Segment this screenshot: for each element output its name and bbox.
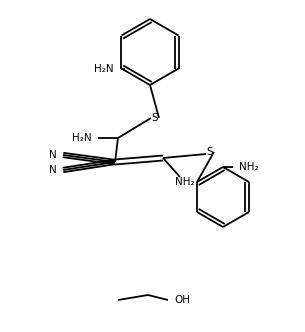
Text: H₂N: H₂N: [72, 133, 92, 143]
Text: S: S: [152, 113, 158, 123]
Text: N: N: [49, 165, 57, 175]
Text: H₂N: H₂N: [94, 63, 113, 73]
Text: S: S: [207, 147, 213, 157]
Text: N: N: [49, 150, 57, 160]
Text: NH₂: NH₂: [239, 162, 259, 172]
Text: NH₂: NH₂: [175, 177, 195, 187]
Text: OH: OH: [174, 295, 190, 305]
